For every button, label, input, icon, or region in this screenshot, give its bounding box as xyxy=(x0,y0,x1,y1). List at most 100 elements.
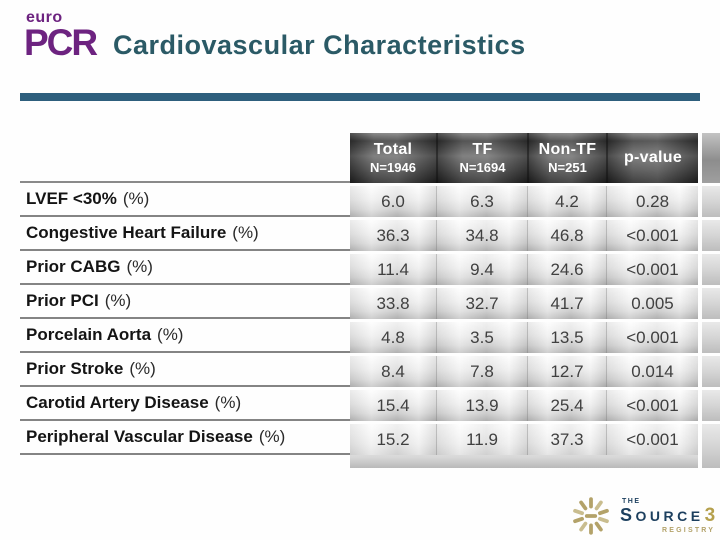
header-label-spacer xyxy=(20,133,350,183)
table-edge-strip xyxy=(702,285,720,319)
row-values: 6.0 6.3 4.2 0.28 xyxy=(350,183,698,217)
row-label-text: LVEF <30% xyxy=(26,189,117,208)
cell-total: 33.8 xyxy=(350,288,436,319)
table-edge-strip-header xyxy=(702,133,720,183)
cell-tf: 34.8 xyxy=(436,220,527,251)
column-header-total: Total N=1946 xyxy=(350,133,436,183)
cell-non-tf: 46.8 xyxy=(527,220,606,251)
table-row: Prior CABG (%) 11.4 9.4 24.6 <0.001 xyxy=(20,251,720,285)
cell-total: 11.4 xyxy=(350,254,436,285)
row-label-unit: (%) xyxy=(232,223,259,242)
row-values: 15.2 11.9 37.3 <0.001 xyxy=(350,421,698,468)
title-divider-bar xyxy=(20,93,700,101)
row-label: Prior Stroke (%) xyxy=(20,353,350,387)
cell-p-value: <0.001 xyxy=(606,254,698,285)
row-values: 4.8 3.5 13.5 <0.001 xyxy=(350,319,698,353)
row-values: 11.4 9.4 24.6 <0.001 xyxy=(350,251,698,285)
cell-non-tf: 12.7 xyxy=(527,356,606,387)
cell-total: 15.4 xyxy=(350,390,436,421)
cell-p-value: <0.001 xyxy=(606,424,698,455)
column-header-non-tf: Non-TF N=251 xyxy=(527,133,606,183)
cell-non-tf: 24.6 xyxy=(527,254,606,285)
row-label-unit: (%) xyxy=(126,257,153,276)
column-header-n: N=1946 xyxy=(370,160,416,175)
row-label: LVEF <30% (%) xyxy=(20,183,350,217)
row-label-text: Porcelain Aorta xyxy=(26,325,152,344)
cell-p-value: 0.28 xyxy=(606,186,698,217)
europcr-logo-euro-text: euro xyxy=(26,9,63,26)
row-label: Porcelain Aorta (%) xyxy=(20,319,350,353)
row-label: Peripheral Vascular Disease (%) xyxy=(20,421,350,455)
slide-title: Cardiovascular Characteristics xyxy=(113,30,526,60)
cell-p-value: <0.001 xyxy=(606,220,698,251)
europcr-logo: euro PCR xyxy=(24,9,98,63)
cell-tf: 11.9 xyxy=(436,424,527,455)
source3-source-text: SOURCE xyxy=(620,505,704,525)
row-values: 15.4 13.9 25.4 <0.001 xyxy=(350,387,698,421)
row-label-text: Prior Stroke xyxy=(26,359,124,378)
row-label-text: Prior CABG xyxy=(26,257,121,276)
row-label-text: Peripheral Vascular Disease xyxy=(26,427,253,446)
source3-registry-logo: THE SOURCE 3 REGISTRY xyxy=(570,495,715,537)
table-header-row: Total N=1946 TF N=1694 Non-TF N=251 p-va… xyxy=(20,133,720,183)
source3-the-text: THE xyxy=(622,498,641,505)
row-label: Prior CABG (%) xyxy=(20,251,350,285)
cardiovascular-table: Total N=1946 TF N=1694 Non-TF N=251 p-va… xyxy=(20,133,720,468)
cell-total: 15.2 xyxy=(350,424,436,455)
row-label-unit: (%) xyxy=(157,325,184,344)
table-header-block: Total N=1946 TF N=1694 Non-TF N=251 p-va… xyxy=(350,133,698,183)
cell-non-tf: 41.7 xyxy=(527,288,606,319)
row-label: Prior PCI (%) xyxy=(20,285,350,319)
column-header-n: N=251 xyxy=(548,160,587,175)
row-label-unit: (%) xyxy=(214,393,242,412)
table-edge-strip xyxy=(702,387,720,421)
table-edge-strip xyxy=(702,421,720,468)
table-row: Prior Stroke (%) 8.4 7.8 12.7 0.014 xyxy=(20,353,720,387)
column-header-label: TF xyxy=(472,141,493,158)
source3-registry-text: REGISTRY xyxy=(662,527,716,534)
table-edge-strip xyxy=(702,353,720,387)
row-label: Congestive Heart Failure (%) xyxy=(20,217,350,251)
column-header-label: p-value xyxy=(623,148,683,166)
cell-non-tf: 25.4 xyxy=(527,390,606,421)
column-header-label: Total xyxy=(373,141,413,158)
row-label-unit: (%) xyxy=(258,427,286,446)
cell-total: 4.8 xyxy=(350,322,436,353)
table-edge-strip xyxy=(702,251,720,285)
cell-non-tf: 4.2 xyxy=(527,186,606,217)
table-row: LVEF <30% (%) 6.0 6.3 4.2 0.28 xyxy=(20,183,720,217)
cell-non-tf: 13.5 xyxy=(527,322,606,353)
column-header-n: N=1694 xyxy=(459,160,506,175)
cell-p-value: 0.014 xyxy=(606,356,698,387)
row-label-unit: (%) xyxy=(122,189,150,208)
row-values: 8.4 7.8 12.7 0.014 xyxy=(350,353,698,387)
table-edge-strip xyxy=(702,217,720,251)
row-label-text: Congestive Heart Failure xyxy=(26,223,227,242)
table-row: Carotid Artery Disease (%) 15.4 13.9 25.… xyxy=(20,387,720,421)
source3-number-text: 3 xyxy=(704,505,716,526)
table-row: Peripheral Vascular Disease (%) 15.2 11.… xyxy=(20,421,720,468)
column-header-tf: TF N=1694 xyxy=(436,133,527,183)
table-row: Congestive Heart Failure (%) 36.3 34.8 4… xyxy=(20,217,720,251)
cell-non-tf: 37.3 xyxy=(527,424,606,455)
row-values: 33.8 32.7 41.7 0.005 xyxy=(350,285,698,319)
europcr-logo-pcr-text: PCR xyxy=(24,22,98,63)
row-values: 36.3 34.8 46.8 <0.001 xyxy=(350,217,698,251)
table-edge-strip xyxy=(702,183,720,217)
column-header-p-value: p-value xyxy=(606,133,698,183)
cell-tf: 7.8 xyxy=(436,356,527,387)
cell-total: 6.0 xyxy=(350,186,436,217)
row-label: Carotid Artery Disease (%) xyxy=(20,387,350,421)
row-label-text: Prior PCI xyxy=(26,291,99,310)
table-row: Prior PCI (%) 33.8 32.7 41.7 0.005 xyxy=(20,285,720,319)
cell-tf: 3.5 xyxy=(436,322,527,353)
cell-tf: 13.9 xyxy=(436,390,527,421)
cell-total: 8.4 xyxy=(350,356,436,387)
starburst-icon xyxy=(573,497,609,535)
cell-p-value: <0.001 xyxy=(606,322,698,353)
row-label-unit: (%) xyxy=(129,359,156,378)
source3-text-block: THE SOURCE 3 REGISTRY xyxy=(620,498,715,534)
table-edge-strip xyxy=(702,319,720,353)
cell-p-value: 0.005 xyxy=(606,288,698,319)
